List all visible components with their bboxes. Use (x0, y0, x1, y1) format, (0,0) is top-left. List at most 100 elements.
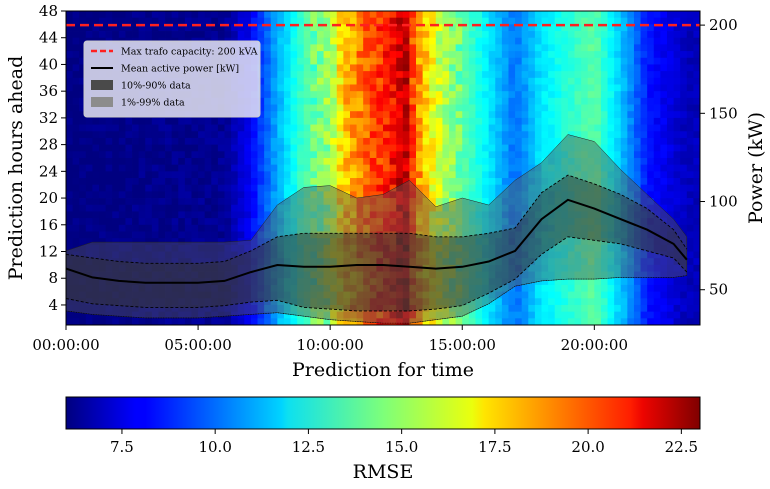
heatmap-cell (112, 31, 120, 39)
heatmap-cell (79, 111, 87, 119)
heatmap-cell (548, 11, 556, 19)
heatmap-cell (581, 284, 589, 292)
heatmap-cell (693, 291, 700, 299)
heatmap-cell (363, 298, 371, 306)
heatmap-cell (330, 97, 338, 105)
heatmap-cell (627, 231, 635, 239)
heatmap-cell (112, 144, 120, 152)
heatmap-cell (614, 171, 622, 179)
heatmap-cell (99, 178, 107, 186)
heatmap-cell (125, 157, 133, 166)
heatmap-cell (217, 151, 225, 159)
heatmap-cell (323, 137, 331, 146)
heatmap-cell (118, 164, 126, 172)
heatmap-cell (501, 104, 509, 112)
heatmap-cell (72, 284, 80, 292)
heatmap-cell (270, 211, 278, 219)
heatmap-cell (191, 151, 199, 159)
heatmap-cell (283, 51, 291, 59)
heatmap-cell (376, 84, 384, 92)
heatmap-cell (369, 204, 377, 212)
heatmap-cell (660, 224, 668, 232)
heatmap-cell (343, 164, 351, 172)
heatmap-cell (349, 204, 357, 212)
heatmap-cell (587, 191, 595, 199)
heatmap-cell (92, 137, 100, 146)
heatmap-cell (633, 311, 641, 319)
heatmap-cell (277, 57, 285, 65)
heatmap-cell (184, 284, 192, 292)
heatmap-cell (79, 251, 87, 259)
heatmap-cell (211, 178, 219, 186)
heatmap-cell (416, 271, 424, 279)
heatmap-cell (363, 264, 371, 272)
heatmap-cell (554, 71, 562, 79)
heatmap-cell (145, 224, 153, 232)
heatmap-cell (310, 191, 318, 199)
heatmap-cell (429, 304, 437, 313)
heatmap-cell (686, 144, 694, 152)
heatmap-cell (475, 77, 483, 85)
heatmap-cell (548, 231, 556, 239)
heatmap-cell (693, 171, 700, 179)
heatmap-cell (640, 151, 648, 159)
heatmap-cell (647, 251, 655, 259)
heatmap-cell (620, 278, 628, 286)
heatmap-cell (462, 91, 470, 99)
heatmap-cell (660, 278, 668, 286)
heatmap-cell (231, 24, 239, 32)
heatmap-cell (501, 84, 509, 92)
heatmap-cell (495, 111, 503, 119)
heatmap-cell (112, 244, 120, 252)
heatmap-cell (151, 224, 159, 232)
heatmap-cell (620, 91, 628, 99)
heatmap-cell (316, 71, 324, 79)
heatmap-cell (508, 111, 516, 119)
heatmap-cell (534, 111, 542, 119)
heatmap-cell (640, 11, 648, 19)
heatmap-cell (482, 304, 490, 313)
heatmap-cell (396, 31, 404, 39)
heatmap-cell (468, 171, 476, 179)
heatmap-cell (541, 231, 549, 239)
heatmap-cell (330, 271, 338, 279)
heatmap-cell (244, 178, 252, 186)
heatmap-cell (191, 244, 199, 252)
heatmap-cell (449, 298, 457, 306)
heatmap-cell (396, 304, 404, 313)
heatmap-cell (191, 191, 199, 199)
heatmap-cell (653, 97, 661, 105)
heatmap-cell (99, 291, 107, 299)
heatmap-cell (581, 57, 589, 65)
heatmap-cell (567, 204, 575, 212)
heatmap-cell (574, 124, 582, 132)
heatmap-cell (640, 57, 648, 65)
heatmap-cell (264, 258, 272, 266)
heatmap-cell (594, 244, 602, 252)
heatmap-cell (686, 117, 694, 125)
heatmap-cell (673, 218, 681, 226)
heatmap-cell (521, 224, 529, 232)
heatmap-cell (468, 31, 476, 39)
heatmap-cell (356, 251, 364, 259)
heatmap-cell (528, 11, 536, 19)
heatmap-cell (257, 131, 265, 139)
heatmap-cell (627, 218, 635, 226)
heatmap-cell (184, 198, 192, 206)
heatmap-cell (600, 244, 608, 252)
heatmap-cell (237, 304, 245, 313)
heatmap-cell (264, 311, 272, 319)
heatmap-cell (66, 97, 73, 105)
heatmap-cell (369, 231, 377, 239)
heatmap-cell (244, 251, 252, 259)
heatmap-cell (442, 164, 450, 172)
heatmap-cell (92, 151, 100, 159)
heatmap-cell (653, 171, 661, 179)
heatmap-cell (125, 231, 133, 239)
heatmap-cell (204, 258, 212, 266)
heatmap-cell (620, 157, 628, 166)
heatmap-cell (442, 71, 450, 79)
heatmap-cell (633, 218, 641, 226)
heatmap-cell (515, 224, 523, 232)
